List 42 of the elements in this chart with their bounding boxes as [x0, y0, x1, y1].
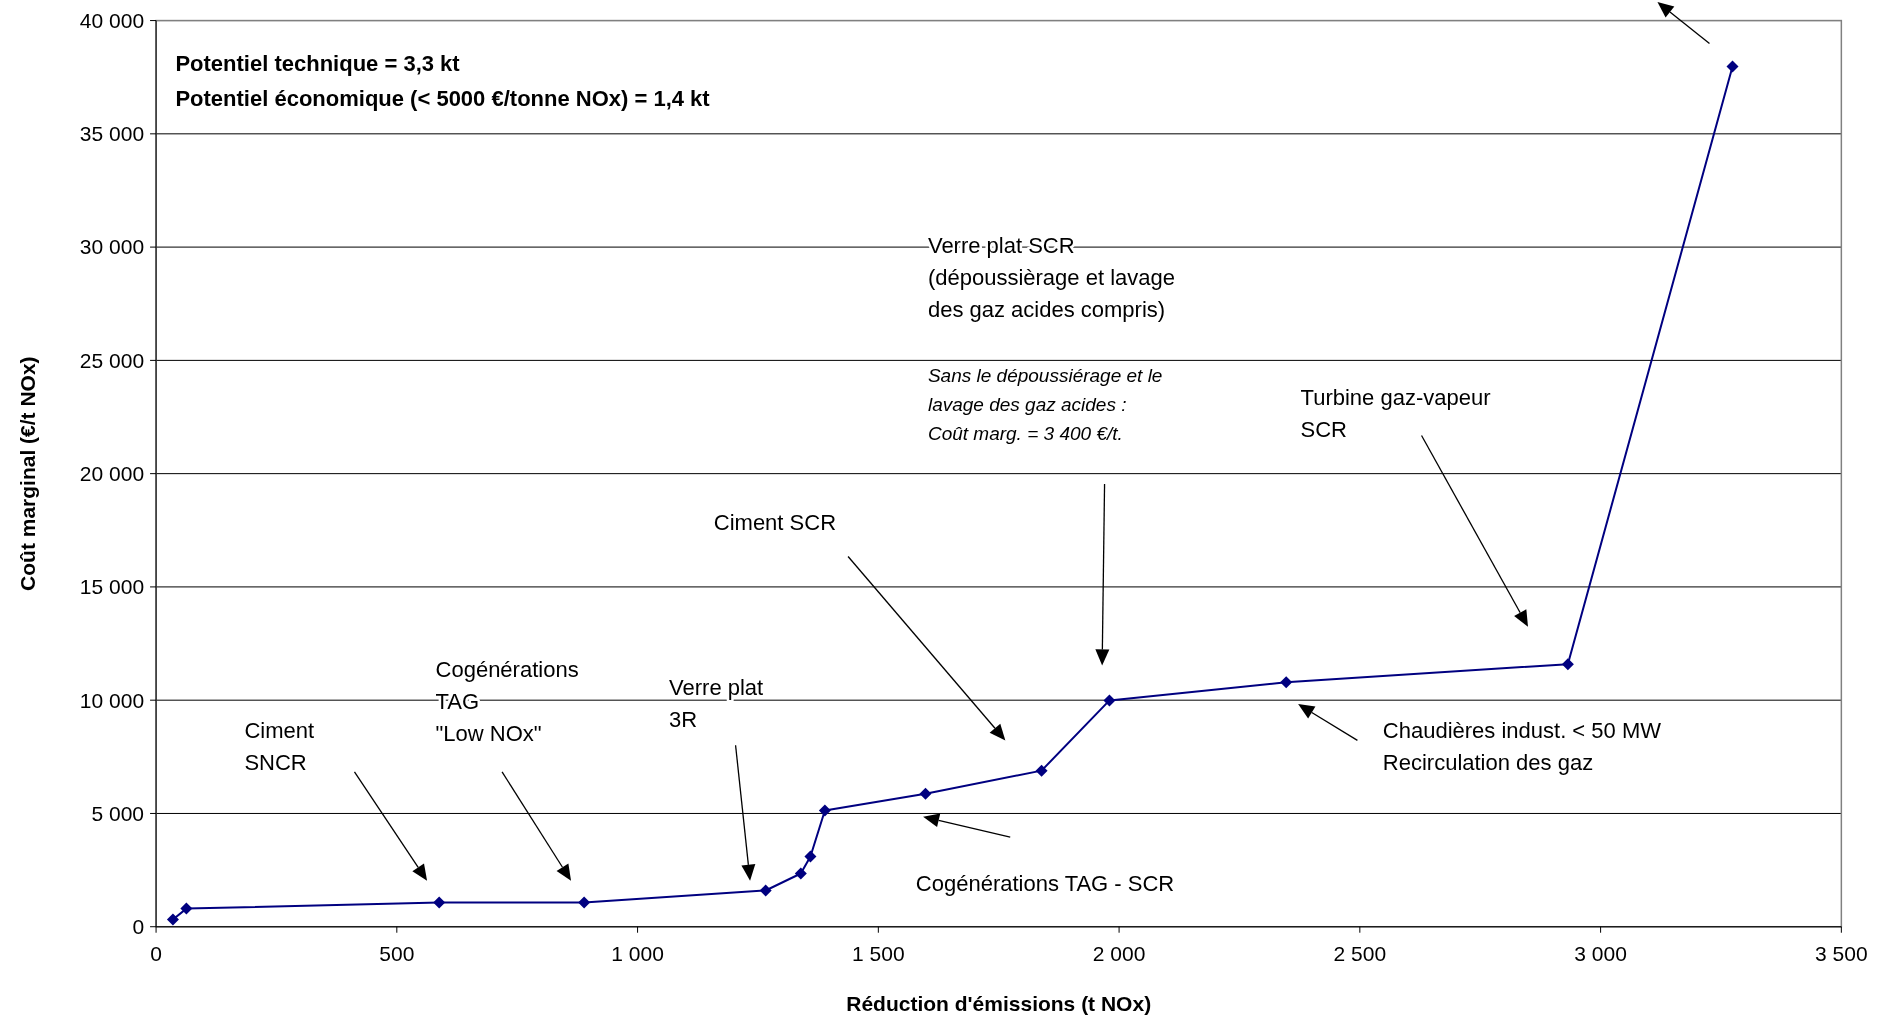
annotation: Ciment SCR [713, 510, 837, 536]
y-tick-label: 35 000 [79, 122, 145, 146]
annotation: Potentiel technique = 3,3 kt [175, 50, 461, 76]
point [578, 896, 591, 909]
y-tick-label: 10 000 [79, 688, 145, 712]
point [1561, 658, 1574, 671]
point [1280, 676, 1293, 689]
x-tick-label: 2 000 [1092, 941, 1146, 965]
y-tick-label: 40 000 [79, 8, 145, 32]
annotation: Turbine gaz-vapeur SCR [1300, 384, 1491, 442]
annotation: Ciment SNCR [244, 718, 315, 776]
y-tick-label: 25 000 [79, 348, 145, 372]
point [759, 884, 772, 897]
annotation: Verre plat 3R [669, 674, 764, 732]
x-tick-label: 500 [379, 941, 415, 965]
x-tick-label: 3 500 [1815, 941, 1868, 965]
point [794, 867, 807, 880]
annotation: Cogénérations TAG - SCR [915, 870, 1175, 896]
x-axis-title: Réduction d'émissions (t NOx) [846, 991, 1152, 1015]
point [1035, 764, 1048, 777]
x-tick-label: 3 000 [1574, 941, 1627, 965]
y-tick-label: 15 000 [79, 575, 145, 599]
point [166, 913, 179, 926]
annotation: Chaudières indust. < 50 MW Recirculation des gaz [1382, 718, 1662, 776]
point [1726, 60, 1739, 73]
y-tick-label: 30 000 [79, 235, 145, 259]
x-tick-label: 0 [150, 941, 162, 965]
x-tick-label: 1 500 [852, 941, 905, 965]
x-tick-label: 2 500 [1333, 941, 1387, 965]
point [919, 787, 932, 800]
x-tick-label: 1 000 [611, 941, 664, 965]
point [1103, 694, 1116, 707]
y-tick-label: 0 [132, 915, 145, 939]
y-axis-title: Coût marginal (€/t NOx) [16, 356, 39, 591]
y-tick-label: 5 000 [91, 801, 145, 825]
point [180, 902, 193, 915]
point [804, 850, 817, 863]
point [433, 896, 446, 909]
annotation: Sans le dépoussiérage et le lavage des gaz acides : Coût marg. = 3 400 €/t. [927, 365, 1163, 445]
y-tick-label: 20 000 [79, 462, 145, 485]
point [818, 804, 831, 817]
annotation: Potentiel économique (< 5000 €/tonne NOx) = 1,4 kt [175, 85, 711, 111]
